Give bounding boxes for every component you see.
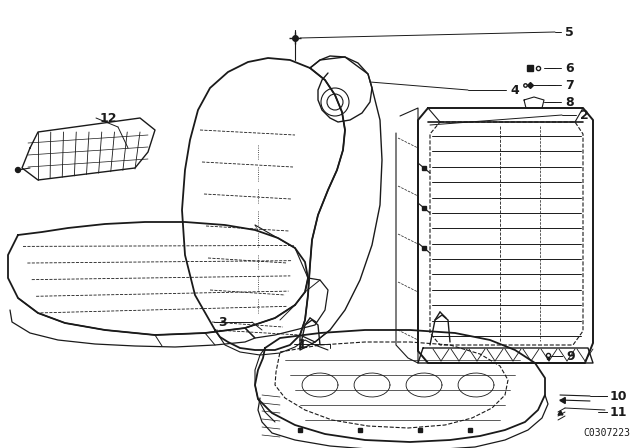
Text: 6: 6 bbox=[565, 61, 573, 74]
Text: 8: 8 bbox=[565, 95, 573, 108]
Text: 5: 5 bbox=[565, 26, 573, 39]
Text: 3: 3 bbox=[218, 315, 227, 328]
Text: 1: 1 bbox=[298, 337, 307, 350]
Text: 9: 9 bbox=[566, 349, 575, 362]
Text: 2: 2 bbox=[580, 108, 589, 121]
Text: 11: 11 bbox=[610, 405, 627, 418]
Circle shape bbox=[15, 168, 20, 172]
Text: 4: 4 bbox=[510, 83, 519, 96]
Text: 7: 7 bbox=[565, 78, 573, 91]
Text: C0307223: C0307223 bbox=[583, 428, 630, 438]
Text: 12: 12 bbox=[100, 112, 118, 125]
Text: 10: 10 bbox=[610, 389, 627, 402]
